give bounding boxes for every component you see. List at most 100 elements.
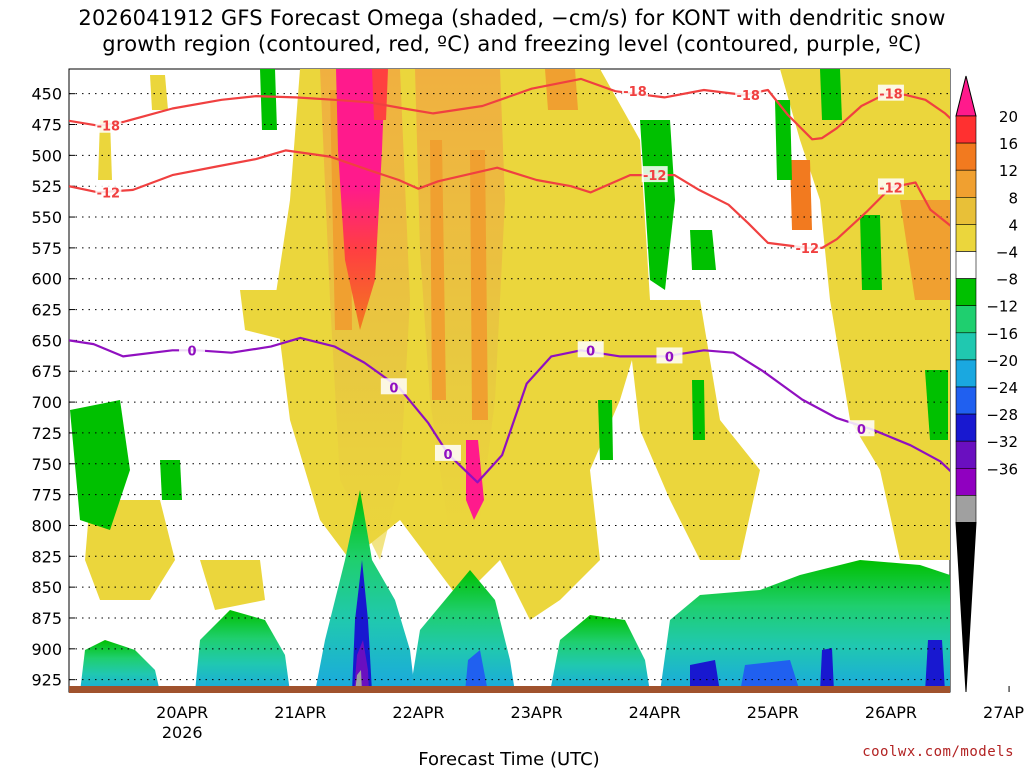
- x-tick-label: 26APR: [865, 703, 917, 722]
- colorbar-label: −24: [986, 379, 1018, 397]
- x-tick-label: 22APR: [392, 703, 444, 722]
- colorbar-label: 4: [1008, 216, 1018, 234]
- colorbar-label: −32: [986, 433, 1018, 451]
- x-axis: 20APR 21APR 22APR 23APR 24APR 25APR 26APR 27APR…: [68, 686, 1024, 742]
- colorbar-cap-bottom: [955, 522, 977, 693]
- contour-label-bg: [877, 178, 904, 195]
- colorbar-bin: [955, 359, 977, 388]
- contour-label: 0: [389, 381, 398, 396]
- omega-low-level-core: [925, 640, 945, 692]
- contour-line: [69, 77, 950, 141]
- omega-low-level-sink: [195, 610, 290, 692]
- omega-yellow-region: [780, 69, 950, 560]
- contour-label-bg: [380, 378, 407, 395]
- colorbar-cap-top: [955, 75, 977, 117]
- omega-orange-region: [470, 150, 488, 420]
- y-tick-label: 625: [31, 301, 62, 320]
- y-tick-label: 850: [31, 578, 62, 597]
- contour-label-bg: [95, 183, 122, 200]
- y-tick-label: 575: [31, 239, 62, 258]
- y-tick-label: 875: [31, 609, 62, 628]
- y-axis: 450 475 500 525 550 575 600 625 650 675 700 725 750 7…: [31, 85, 75, 690]
- y-tick-label: 650: [31, 331, 62, 350]
- contour-label: 0: [443, 448, 452, 463]
- y-tick-label: 725: [31, 424, 62, 443]
- y-tick-label: 600: [31, 270, 62, 289]
- colorbar-bin: [955, 413, 977, 442]
- contour-label: 0: [857, 423, 866, 438]
- contour-labels: -18 -18 -18 -18 -12 -12 -12 -12 0 0 0 0 0 0: [95, 82, 904, 463]
- x-tick-label: 20APR: [156, 703, 208, 722]
- omega-shading: [70, 69, 950, 692]
- colorbar-bin: [955, 278, 977, 307]
- omega-low-level-sink: [550, 615, 650, 692]
- omega-max-core: [372, 69, 388, 120]
- y-tick-label: 700: [31, 393, 62, 412]
- omega-low-level-core: [465, 650, 488, 692]
- x-tick-label: 25APR: [747, 703, 799, 722]
- colorbar-bin: [955, 495, 977, 523]
- colorbar-label: −12: [986, 298, 1018, 316]
- omega-max-core: [336, 69, 385, 330]
- colorbar-label: 12: [999, 162, 1018, 180]
- colorbar-label: −4: [996, 244, 1018, 262]
- colorbar-bin: [955, 386, 977, 415]
- y-tick-label: 500: [31, 146, 62, 165]
- contour-label-bg: [434, 444, 461, 461]
- omega-green-region: [690, 230, 716, 270]
- colorbar-label: −16: [986, 325, 1018, 343]
- x-year-label: 2026: [162, 723, 203, 742]
- credit-link[interactable]: coolwx.com/models: [862, 744, 1014, 760]
- colorbar-label: −8: [996, 271, 1018, 289]
- contour-label-bg: [641, 166, 668, 183]
- contour-label: -18: [97, 120, 121, 135]
- y-tick-label: 675: [31, 362, 62, 381]
- contour-label-bg: [622, 82, 649, 99]
- colorbar-bin: [955, 440, 977, 469]
- colorbar-bin: [955, 142, 977, 171]
- omega-low-level-core: [740, 660, 800, 692]
- x-axis-label: Forecast Time (UTC): [418, 749, 599, 768]
- omega-low-level-core: [820, 648, 834, 692]
- y-tick-label: 450: [31, 85, 62, 104]
- contour-label-bg: [794, 238, 821, 255]
- colorbar-bin: [955, 332, 977, 361]
- contour-label-bg: [179, 341, 206, 358]
- colorbar-bin: [955, 224, 977, 252]
- chart-title-line-2: growth region (contoured, red, ºC) and f…: [102, 32, 922, 56]
- contour-label-bg: [577, 341, 604, 358]
- contour-label: -12: [879, 181, 903, 196]
- omega-low-level-sink: [660, 560, 950, 692]
- omega-green-region: [692, 380, 705, 440]
- x-tick-label: 23APR: [511, 703, 563, 722]
- colorbar-label: −28: [986, 406, 1018, 424]
- contour-label: -18: [736, 89, 760, 104]
- contour-label: -12: [643, 169, 667, 184]
- omega-yellow-region: [98, 120, 112, 180]
- colorbar-label: −36: [986, 460, 1018, 478]
- colorbar-bin: [955, 169, 977, 198]
- contour-label: -12: [796, 242, 820, 257]
- x-tick-label: 24APR: [629, 703, 681, 722]
- omega-green-region: [775, 100, 792, 180]
- colorbar-label: 16: [999, 135, 1018, 153]
- colorbar-label: 8: [1008, 189, 1018, 207]
- omega-orange-region: [900, 200, 950, 300]
- y-tick-label: 825: [31, 547, 62, 566]
- colorbar-bin: [955, 251, 977, 279]
- omega-orange-region: [790, 160, 812, 230]
- y-tick-label: 800: [31, 516, 62, 535]
- omega-green-region: [925, 370, 948, 440]
- y-tick-label: 900: [31, 640, 62, 659]
- y-tick-label: 475: [31, 116, 62, 135]
- y-tick-label: 775: [31, 486, 62, 505]
- colorbar-label: −20: [986, 352, 1018, 370]
- omega-orange-region: [430, 140, 446, 400]
- y-tick-label: 525: [31, 177, 62, 196]
- omega-green-region: [598, 400, 613, 460]
- contour-label: 0: [586, 344, 595, 359]
- omega-yellow-region: [150, 75, 168, 110]
- y-tick-label: 925: [31, 671, 62, 690]
- ground-strip: [69, 686, 950, 693]
